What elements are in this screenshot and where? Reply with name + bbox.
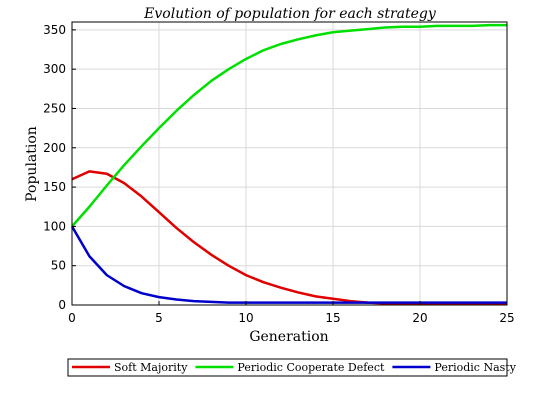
chart-title: Evolution of population for each strateg… (143, 6, 437, 22)
x-axis-label: Generation (249, 329, 328, 345)
plot-frame (71, 21, 508, 306)
y-tick-label: 150 (43, 180, 66, 194)
legend-label-soft-majority: Soft Majority (114, 361, 188, 374)
series-lines (70, 23, 507, 306)
y-tick-label: 350 (43, 23, 66, 37)
x-tick-label: 25 (499, 311, 514, 325)
grid (71, 22, 508, 306)
y-tick-label: 50 (51, 259, 66, 273)
legend-box (67, 358, 508, 377)
y-tick-label: 200 (43, 141, 66, 155)
y-tick-label: 0 (58, 298, 66, 312)
x-tick-label: 15 (325, 311, 340, 325)
x-tick-label: 20 (412, 311, 427, 325)
legend-label-periodic-cooperate-defect: Periodic Cooperate Defect (237, 361, 385, 374)
series-line-periodic-nasty (70, 225, 507, 304)
x-tick-label: 10 (238, 311, 253, 325)
y-tick-label: 250 (43, 101, 66, 115)
series-line-periodic-cooperate-defect (71, 23, 507, 228)
x-tick-label: 0 (68, 311, 76, 325)
legend-label-periodic-nasty: Periodic Nasty (434, 361, 516, 374)
x-tick-label: 5 (155, 311, 163, 325)
y-axis-label: Population (24, 126, 40, 202)
series-line-soft-majority (71, 170, 507, 306)
y-tick-label: 100 (43, 219, 66, 233)
legend: Soft Majority Periodic Cooperate Defect Pe… (67, 358, 517, 377)
y-tick-label: 300 (43, 62, 66, 76)
